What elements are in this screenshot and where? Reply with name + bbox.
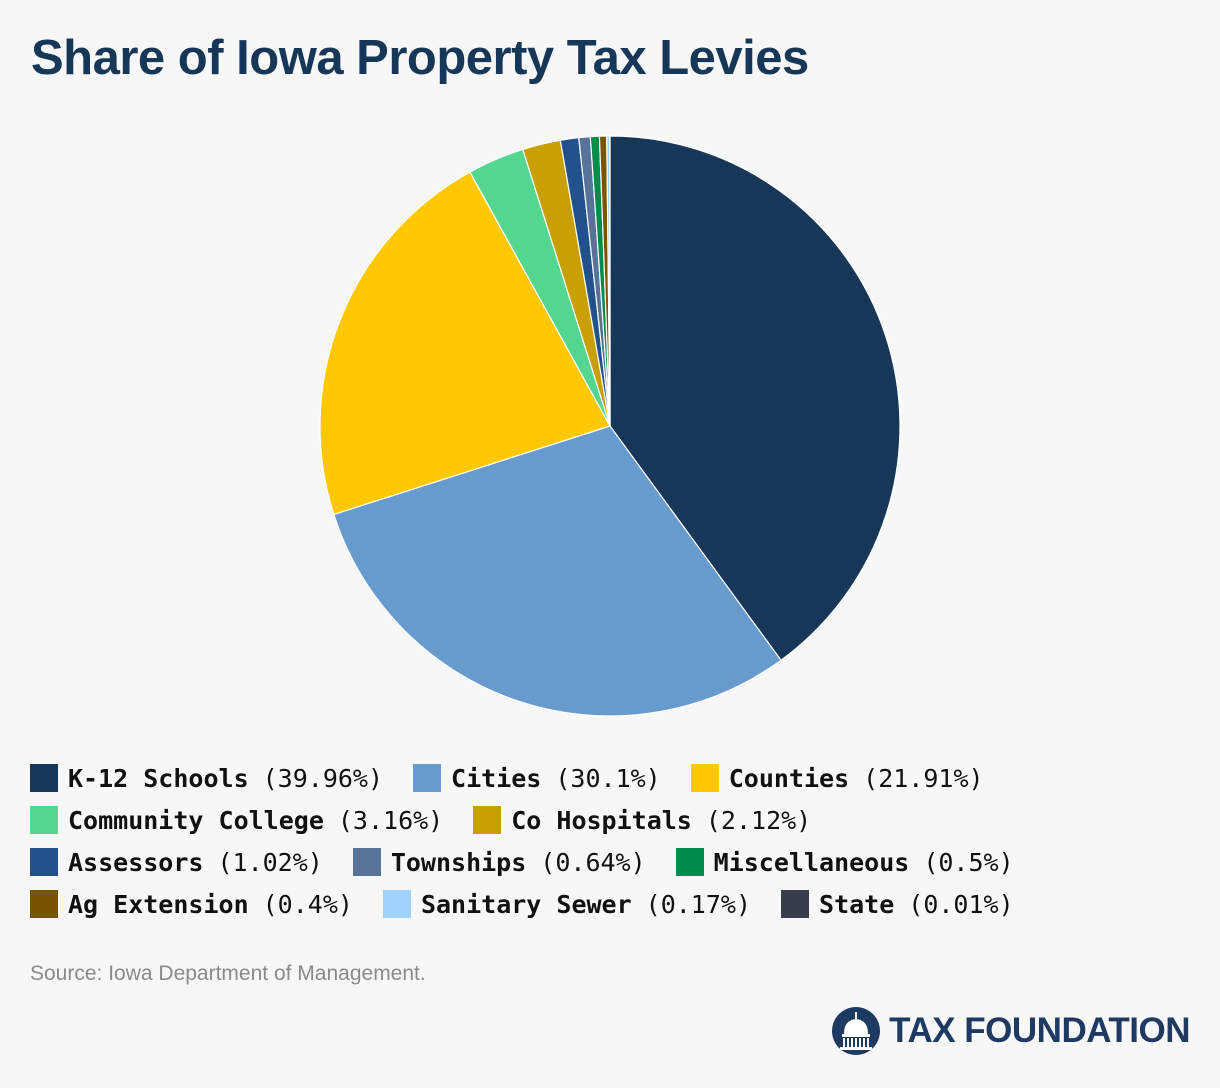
legend-swatch xyxy=(413,764,442,792)
legend-value: (2.12%) xyxy=(705,805,812,835)
legend-label: Ag Extension xyxy=(68,889,249,919)
legend-value: (0.01%) xyxy=(908,889,1014,919)
legend-label: State xyxy=(819,889,895,919)
legend-swatch xyxy=(382,890,411,918)
chart-legend: K-12 Schools (39.96%) Cities (30.1%) Cou… xyxy=(30,757,1200,925)
legend-value: (0.5%) xyxy=(923,847,1014,877)
legend-label: Co Hospitals xyxy=(511,805,692,835)
pie-chart xyxy=(319,135,901,717)
pie-slice-cities xyxy=(333,425,782,717)
legend-item-assessors: Assessors (1.02%) xyxy=(30,848,323,877)
legend-label: K-12 Schools xyxy=(68,763,249,793)
legend-label: Townships xyxy=(390,847,527,877)
legend-value: (30.1%) xyxy=(555,763,661,793)
legend-item-state: State (0.01%) xyxy=(781,890,1014,919)
legend-swatch xyxy=(30,806,58,834)
logo-text: TAX FOUNDATION xyxy=(889,1011,1190,1050)
legend-item-counties: Counties (21.91%) xyxy=(690,763,984,793)
legend-swatch xyxy=(690,764,719,792)
legend-swatch xyxy=(781,890,810,918)
legend-item-sanitary-sewer: Sanitary Sewer (0.17%) xyxy=(382,889,752,919)
legend-item-ag-extension: Ag Extension (0.4%) xyxy=(30,890,353,919)
legend-value: (0.4%) xyxy=(262,889,353,919)
legend-row: Ag Extension (0.4%) Sanitary Sewer (0.17… xyxy=(30,883,1200,925)
legend-label: Assessors xyxy=(68,847,204,877)
legend-label: Miscellaneous xyxy=(713,847,910,877)
legend-item-townships: Townships (0.64%) xyxy=(352,847,646,877)
legend-label: Counties xyxy=(728,763,850,793)
source-note: Source: Iowa Department of Management. xyxy=(30,962,426,985)
legend-row: Community College (3.16%) Co Hospitals (… xyxy=(30,799,1200,841)
legend-value: (39.96%) xyxy=(262,763,384,793)
legend-swatch xyxy=(675,848,704,876)
legend-value: (0.64%) xyxy=(540,847,646,877)
legend-value: (1.02%) xyxy=(217,847,323,877)
pie-slice-k-12-schools xyxy=(609,135,901,661)
legend-swatch xyxy=(352,848,381,876)
legend-item-miscellaneous: Miscellaneous (0.5%) xyxy=(675,847,1014,877)
legend-value: (21.91%) xyxy=(863,763,984,793)
pie-slice-counties xyxy=(319,171,611,516)
legend-row: Assessors (1.02%) Townships (0.64%) Misc… xyxy=(30,841,1200,883)
legend-row: K-12 Schools (39.96%) Cities (30.1%) Cou… xyxy=(30,757,1200,799)
chart-title: Share of Iowa Property Tax Levies xyxy=(31,31,809,85)
legend-item-k12-schools: K-12 Schools (39.96%) xyxy=(30,764,383,793)
legend-item-cities: Cities (30.1%) xyxy=(413,764,661,793)
legend-swatch xyxy=(30,890,58,918)
legend-value: (0.17%) xyxy=(645,889,752,919)
legend-item-co-hospitals: Co Hospitals (2.12%) xyxy=(473,806,811,835)
legend-swatch xyxy=(30,764,58,792)
capitol-dome-icon xyxy=(832,1007,881,1055)
legend-swatch xyxy=(473,806,502,834)
legend-label: Cities xyxy=(451,763,542,793)
legend-item-community-college: Community College (3.16%) xyxy=(30,806,443,835)
legend-label: Sanitary Sewer xyxy=(420,889,632,919)
legend-swatch xyxy=(30,848,58,876)
tax-foundation-logo[interactable]: TAX FOUNDATION xyxy=(831,1006,1190,1056)
legend-value: (3.16%) xyxy=(337,805,444,835)
legend-label: Community College xyxy=(68,805,324,835)
